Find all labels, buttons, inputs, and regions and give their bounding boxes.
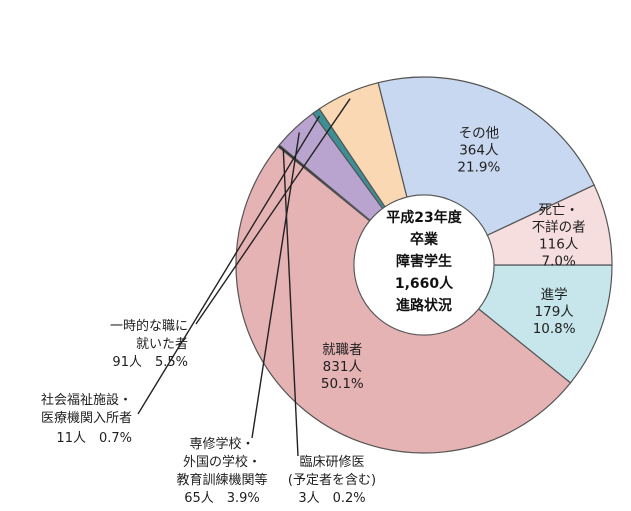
- label-clinical-resident: 臨床研修医 (予定者を含む) 3人 0.2%: [288, 455, 376, 506]
- slice-6-label-line-0: その他: [459, 125, 500, 141]
- slice-6-label-line-1: 364人: [459, 142, 499, 158]
- label-vocational-school-line-1: 専修学校・: [189, 436, 254, 452]
- label-vocational-school: 専修学校・ 外国の学校・ 教育訓練機関等 65人 3.9%: [176, 436, 267, 506]
- label-clinical-resident-line-1: 臨床研修医: [299, 455, 364, 470]
- slice-6-label-line-2: 21.9%: [457, 159, 500, 175]
- label-welfare-facility-line-1: 社会福祉施設・: [41, 392, 132, 408]
- label-clinical-resident-line-3: 3人 0.2%: [298, 491, 365, 506]
- slice-7-label-line-2: 116人: [539, 236, 579, 252]
- slice-0-label-line-2: 10.8%: [533, 321, 576, 337]
- slice-7-label-line-1: 不詳の者: [532, 219, 586, 235]
- label-temporary-job: 一時的な職に 就いた者 91人 5.5%: [110, 318, 188, 370]
- center-line-2: 卒業: [410, 231, 439, 248]
- label-welfare-facility-line-2: 医療機関入所者: [41, 411, 132, 426]
- label-vocational-school-line-2: 外国の学校・: [183, 454, 261, 470]
- slice-1-label-line-2: 50.1%: [321, 376, 364, 392]
- label-temporary-job-line-2: 就いた者: [136, 337, 188, 352]
- slice-7-label-line-3: 7.0%: [542, 253, 576, 269]
- slice-1-label-line-0: 就職者: [322, 342, 363, 358]
- label-temporary-job-line-1: 一時的な職に: [110, 318, 188, 334]
- donut-hole: [353, 194, 495, 336]
- center-line-5: 進路状況: [396, 297, 452, 314]
- center-line-4: 1,660人: [395, 275, 454, 292]
- leader-line-5: [195, 98, 351, 325]
- label-vocational-school-line-3: 教育訓練機関等: [176, 472, 267, 488]
- center-line-3: 障害学生: [396, 253, 452, 270]
- label-clinical-resident-line-2: (予定者を含む): [288, 472, 376, 488]
- leader-line-2: [282, 149, 299, 457]
- center-title: 平成23年度 卒業 障害学生 1,660人 進路状況: [386, 209, 462, 314]
- leader-line-4: [137, 115, 321, 415]
- label-welfare-facility-line-3: 11人 0.7%: [56, 431, 132, 446]
- slice-0-label-line-1: 179人: [535, 304, 575, 320]
- donut-slices: [235, 76, 613, 454]
- label-vocational-school-line-4: 65人 3.9%: [184, 491, 260, 506]
- leader-lines: [137, 98, 351, 457]
- slice-1-label-line-1: 831人: [323, 359, 363, 375]
- slice-7-label-line-0: 死亡・: [538, 202, 579, 218]
- center-line-1: 平成23年度: [386, 209, 462, 226]
- slice-0-label-line-0: 進学: [541, 287, 568, 303]
- label-welfare-facility: 社会福祉施設・ 医療機関入所者 11人 0.7%: [41, 392, 132, 446]
- label-temporary-job-line-3: 91人 5.5%: [112, 355, 188, 370]
